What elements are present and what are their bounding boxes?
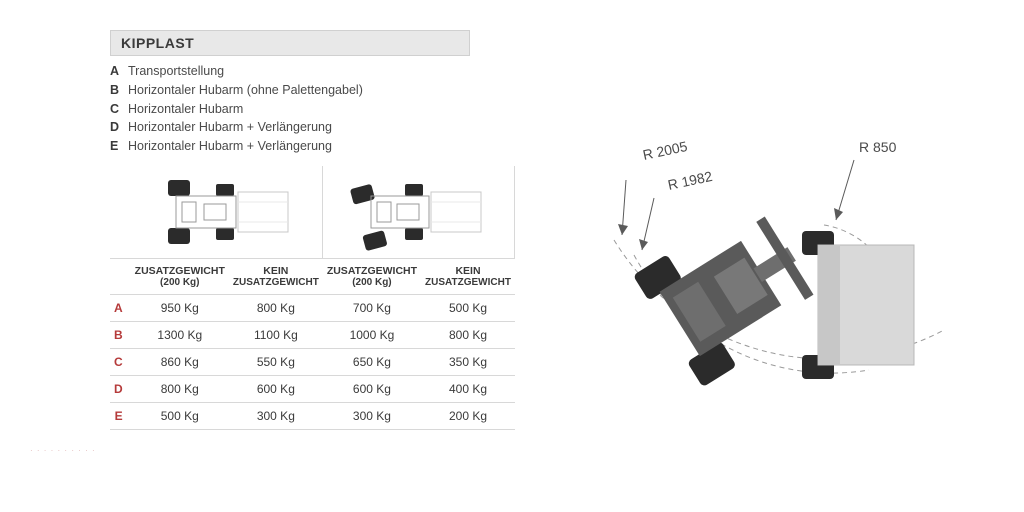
row-key: C	[110, 349, 131, 376]
machine-top-view-2	[323, 166, 515, 259]
cell: 500 Kg	[131, 403, 229, 430]
row-key: B	[110, 322, 131, 349]
legend-label: Horizontaler Hubarm (ohne Palettengabel)	[128, 81, 470, 100]
spec-panel: KIPPLAST A Transportstellung B Horizonta…	[110, 30, 470, 430]
cell: 350 Kg	[421, 349, 515, 376]
spec-table: ZUSATZGEWICHT(200 Kg) KEINZUSATZGEWICHT …	[110, 166, 515, 431]
col-header: KEINZUSATZGEWICHT	[229, 258, 323, 295]
legend-item: E Horizontaler Hubarm + Verlängerung	[110, 137, 470, 156]
row-key: A	[110, 295, 131, 322]
table-row: A 950 Kg 800 Kg 700 Kg 500 Kg	[110, 295, 515, 322]
table-row: D 800 Kg 600 Kg 600 Kg 400 Kg	[110, 376, 515, 403]
table-row: C 860 Kg 550 Kg 650 Kg 350 Kg	[110, 349, 515, 376]
legend-label: Horizontaler Hubarm + Verlängerung	[128, 118, 470, 137]
cell: 400 Kg	[421, 376, 515, 403]
col-header: ZUSATZGEWICHT(200 Kg)	[323, 258, 421, 295]
cell: 300 Kg	[323, 403, 421, 430]
legend-label: Horizontaler Hubarm	[128, 100, 470, 119]
turning-radius-diagram: R 2005 R 1982 R 850	[584, 120, 964, 440]
row-key: E	[110, 403, 131, 430]
radius-label-outer: R 2005	[641, 138, 689, 163]
cell: 550 Kg	[229, 349, 323, 376]
legend-item: A Transportstellung	[110, 62, 470, 81]
cell: 1100 Kg	[229, 322, 323, 349]
cell: 800 Kg	[421, 322, 515, 349]
watermark: · · · · · · · · · ·	[30, 446, 96, 455]
table-row: E 500 Kg 300 Kg 300 Kg 200 Kg	[110, 403, 515, 430]
row-key: D	[110, 376, 131, 403]
cell: 600 Kg	[229, 376, 323, 403]
legend-key: D	[110, 118, 128, 137]
radius-label-inner: R 1982	[666, 168, 714, 193]
col-header: KEINZUSATZGEWICHT	[421, 258, 515, 295]
radius-label-right: R 850	[859, 139, 897, 155]
cell: 650 Kg	[323, 349, 421, 376]
cell: 860 Kg	[131, 349, 229, 376]
legend: A Transportstellung B Horizontaler Hubar…	[110, 56, 470, 166]
table-header-row: ZUSATZGEWICHT(200 Kg) KEINZUSATZGEWICHT …	[110, 258, 515, 295]
legend-key: C	[110, 100, 128, 119]
legend-item: D Horizontaler Hubarm + Verlängerung	[110, 118, 470, 137]
cell: 700 Kg	[323, 295, 421, 322]
cell: 600 Kg	[323, 376, 421, 403]
panel-title: KIPPLAST	[110, 30, 470, 56]
cell: 1000 Kg	[323, 322, 421, 349]
cell: 500 Kg	[421, 295, 515, 322]
col-header: ZUSATZGEWICHT(200 Kg)	[131, 258, 229, 295]
cell: 950 Kg	[131, 295, 229, 322]
legend-label: Horizontaler Hubarm + Verlängerung	[128, 137, 470, 156]
legend-item: B Horizontaler Hubarm (ohne Palettengabe…	[110, 81, 470, 100]
legend-key: E	[110, 137, 128, 156]
cell: 300 Kg	[229, 403, 323, 430]
cell: 800 Kg	[131, 376, 229, 403]
cell: 800 Kg	[229, 295, 323, 322]
legend-key: A	[110, 62, 128, 81]
legend-key: B	[110, 81, 128, 100]
legend-item: C Horizontaler Hubarm	[110, 100, 470, 119]
table-image-row	[110, 166, 515, 259]
cell: 200 Kg	[421, 403, 515, 430]
legend-label: Transportstellung	[128, 62, 470, 81]
cell: 1300 Kg	[131, 322, 229, 349]
machine-top-view-1	[131, 166, 323, 259]
table-row: B 1300 Kg 1100 Kg 1000 Kg 800 Kg	[110, 322, 515, 349]
